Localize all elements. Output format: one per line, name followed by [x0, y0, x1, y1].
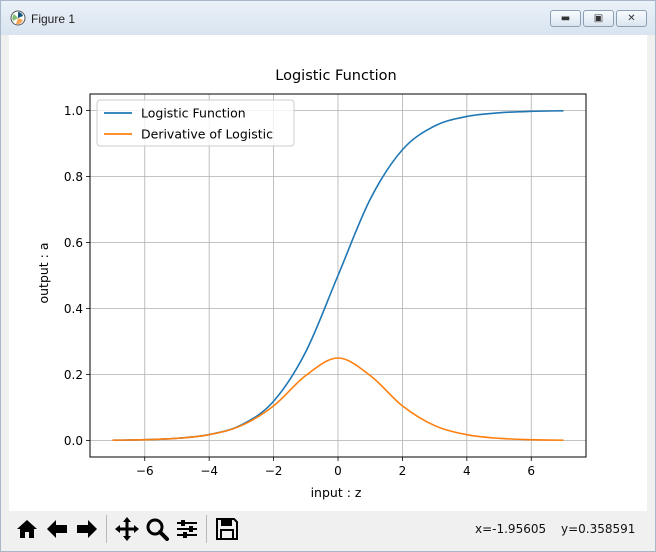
y-axis-label: output : a [36, 242, 51, 303]
derivative-line [112, 357, 564, 441]
toolbar-separator [106, 515, 107, 543]
legend-label: Derivative of Logistic [141, 127, 273, 142]
x-tick-label: −2 [265, 464, 283, 478]
close-button[interactable]: ✕ [616, 10, 647, 27]
legend-label: Logistic Function [141, 106, 246, 121]
title-bar[interactable]: Figure 1 ▬ ▣ ✕ [1, 1, 655, 35]
x-tick-label: −4 [200, 464, 218, 478]
subplots-icon[interactable] [173, 515, 201, 543]
x-tick-label: −6 [136, 464, 154, 478]
x-axis-label: input : z [311, 485, 362, 500]
legend-box [96, 99, 295, 147]
maximize-button[interactable]: ▣ [583, 10, 614, 27]
window-title: Figure 1 [31, 12, 76, 26]
y-tick-label: 1.0 [64, 104, 83, 118]
y-tick-label: 0.4 [64, 302, 83, 316]
y-tick-label: 0.2 [64, 368, 83, 382]
navigation-toolbar: x=-1.95605 y=0.358591 [9, 511, 647, 547]
maximize-icon: ▣ [593, 13, 604, 24]
x-tick-label: 0 [334, 464, 342, 478]
save-icon[interactable] [213, 515, 241, 543]
y-tick-label: 0.0 [64, 434, 83, 448]
toolbar-separator [206, 515, 207, 543]
y-tick-label: 0.6 [64, 236, 83, 250]
ticks: −6 −4 −2 0 2 4 6 0.0 0.2 0.4 0.6 0.8 1.0 [64, 104, 535, 478]
series-lines [112, 110, 564, 441]
x-tick-label: 2 [399, 464, 407, 478]
minimize-icon: ▬ [560, 13, 571, 24]
y-tick-label: 0.8 [64, 170, 83, 184]
home-icon[interactable] [13, 515, 41, 543]
legend: Logistic Function Derivative of Logistic [96, 99, 295, 147]
x-tick-label: 4 [463, 464, 471, 478]
y-coordinate-readout: y=0.358591 [561, 522, 636, 536]
forward-arrow-icon[interactable] [73, 515, 101, 543]
chart: Logistic Function −6 −4 −2 0 2 4 6 0.0 0.2 0.4 0.6… [36, 68, 587, 500]
pan-icon[interactable] [113, 515, 141, 543]
minimize-button[interactable]: ▬ [550, 10, 581, 27]
figure-canvas[interactable]: Logistic Function −6 −4 −2 0 2 4 6 0.0 0.2 0.4 0.6… [9, 35, 647, 511]
x-coordinate-readout: x=-1.95605 [475, 522, 547, 536]
chart-title: Logistic Function [275, 68, 396, 84]
grid [90, 94, 586, 457]
close-icon: ✕ [627, 13, 636, 24]
zoom-icon[interactable] [143, 515, 171, 543]
x-tick-label: 6 [527, 464, 535, 478]
matplotlib-logo-icon [10, 10, 26, 26]
back-arrow-icon[interactable] [43, 515, 71, 543]
